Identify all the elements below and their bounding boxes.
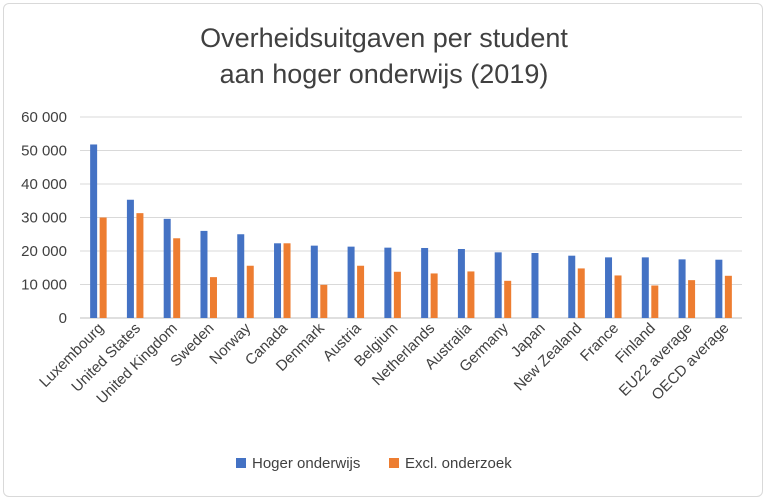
bar-excl-onderzoek-eu22-average [688, 280, 696, 318]
bar-excl-onderzoek-france [614, 275, 622, 318]
legend: Hoger onderwijs Excl. onderzoek [236, 455, 512, 472]
bar-hoger-onderwijs-france [605, 257, 613, 318]
y-tick-label: 60 000 [21, 109, 67, 126]
bar-excl-onderzoek-united-kingdom [173, 238, 181, 318]
bar-hoger-onderwijs-denmark [310, 245, 318, 318]
bar-hoger-onderwijs-luxembourg [90, 144, 98, 318]
legend-label-excl-onderzoek: Excl. onderzoek [405, 455, 512, 472]
bar-hoger-onderwijs-eu22-average [678, 259, 686, 318]
bar-hoger-onderwijs-sweden [200, 230, 208, 318]
bar-hoger-onderwijs-united-states [126, 199, 134, 318]
y-tick-label: 40 000 [21, 176, 67, 193]
bar-excl-onderzoek-luxembourg [99, 217, 107, 318]
gridlines [80, 116, 742, 319]
bar-hoger-onderwijs-new-zealand [568, 255, 576, 318]
legend-swatch-excl-onderzoek [389, 458, 399, 468]
chart-title-line-1: Overheidsuitgaven per student [200, 23, 568, 53]
y-tick-label: 30 000 [21, 210, 67, 227]
y-tick-label: 10 000 [21, 277, 67, 294]
bar-excl-onderzoek-denmark [320, 284, 328, 318]
bar-excl-onderzoek-canada [283, 243, 291, 318]
bar-excl-onderzoek-austria [357, 265, 365, 318]
bar-excl-onderzoek-united-states [136, 213, 144, 318]
y-tick-label: 0 [59, 310, 67, 327]
bar-excl-onderzoek-netherlands [430, 273, 438, 318]
bar-hoger-onderwijs-oecd-average [715, 259, 723, 318]
legend-label-hoger-onderwijs: Hoger onderwijs [252, 455, 360, 472]
bar-hoger-onderwijs-canada [274, 243, 282, 318]
bar-excl-onderzoek-norway [246, 265, 254, 318]
bar-excl-onderzoek-oecd-average [724, 275, 732, 318]
bar-excl-onderzoek-australia [467, 271, 475, 318]
bar-excl-onderzoek-sweden [209, 277, 217, 318]
bar-hoger-onderwijs-austria [347, 246, 355, 318]
legend-swatch-hoger-onderwijs [236, 458, 246, 468]
bar-hoger-onderwijs-japan [531, 253, 539, 318]
bar-hoger-onderwijs-norway [237, 234, 245, 318]
bar-hoger-onderwijs-united-kingdom [163, 218, 171, 318]
bar-excl-onderzoek-belgium [393, 271, 401, 318]
bar-hoger-onderwijs-germany [494, 252, 502, 318]
y-tick-label: 20 000 [21, 243, 67, 260]
bar-hoger-onderwijs-belgium [384, 247, 392, 318]
y-axis-ticks: 0 10 000 20 000 30 000 40 000 50 000 60 000 [21, 109, 67, 327]
y-tick-label: 50 000 [21, 143, 67, 160]
bars [90, 144, 732, 318]
chart-title-line-2: aan hoger onderwijs (2019) [220, 59, 549, 89]
bar-excl-onderzoek-new-zealand [577, 268, 585, 318]
bar-excl-onderzoek-finland [651, 285, 659, 318]
bar-hoger-onderwijs-netherlands [421, 247, 429, 318]
bar-excl-onderzoek-germany [504, 280, 512, 318]
bar-hoger-onderwijs-finland [641, 257, 649, 318]
bar-hoger-onderwijs-australia [457, 248, 465, 318]
